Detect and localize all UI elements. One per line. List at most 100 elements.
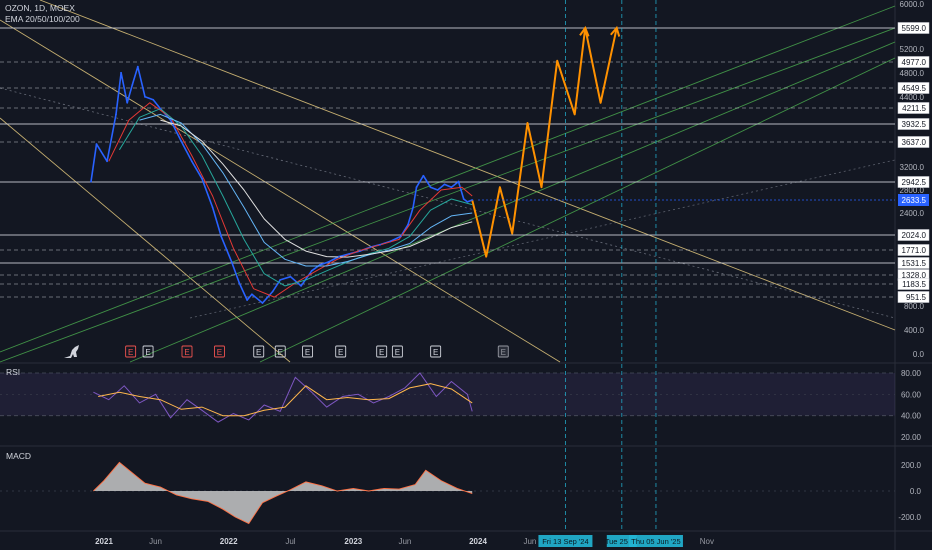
- price-level-badge: [897, 229, 930, 241]
- earnings-marker-box: [142, 345, 154, 358]
- earnings-marker-icon[interactable]: E: [497, 345, 509, 358]
- price-point: [201, 177, 203, 180]
- earnings-marker-box: [274, 345, 286, 358]
- time-tick-label: Jun: [149, 537, 162, 546]
- price-point: [279, 278, 282, 281]
- time-tick-label: Nov: [700, 537, 714, 546]
- price-level-label: 4211.5: [902, 104, 926, 113]
- earnings-marker-letter: E: [278, 348, 283, 357]
- earnings-marker-icon[interactable]: E: [391, 345, 403, 358]
- earnings-marker-letter: E: [184, 348, 189, 357]
- earnings-marker-icon[interactable]: E: [430, 345, 442, 358]
- earnings-marker-icon[interactable]: E: [253, 345, 265, 358]
- earnings-marker-icon[interactable]: E: [213, 345, 225, 358]
- series-macd: [93, 461, 473, 525]
- price-point: [261, 302, 264, 304]
- price-level-label: 1183.5: [902, 280, 926, 289]
- date-label: Tue 25 Fe: [605, 537, 639, 546]
- earnings-marker-letter: E: [256, 348, 261, 357]
- price-level-label: 1328.0: [902, 271, 927, 280]
- earnings-marker-letter: E: [145, 348, 150, 357]
- price-point: [407, 223, 409, 226]
- price-point: [462, 198, 465, 200]
- price-point: [115, 113, 117, 116]
- earnings-marker-letter: E: [217, 348, 222, 357]
- earnings-marker-box: [430, 345, 442, 358]
- earnings-marker-box: [376, 345, 388, 358]
- channel-line-yellow-0: [0, 19, 561, 363]
- current-price-badge: [898, 194, 929, 206]
- price-level-label: 3637.0: [902, 138, 927, 147]
- price-point: [180, 140, 183, 143]
- price-point: [318, 263, 321, 266]
- channel-line-yellow-1: [0, 117, 291, 363]
- price-point: [190, 160, 193, 163]
- price-level-badge: [897, 118, 930, 130]
- price-point: [358, 250, 361, 253]
- price-tick-label: 4400.0: [900, 93, 925, 102]
- macd-tick-label: 200.0: [901, 461, 922, 470]
- earnings-marker-icon[interactable]: E: [142, 345, 154, 358]
- earnings-marker-icon[interactable]: E: [181, 345, 193, 358]
- price-level-badge: [897, 102, 930, 114]
- price-point: [436, 189, 439, 191]
- price-point: [327, 261, 330, 263]
- earnings-marker-letter: E: [128, 348, 133, 357]
- price-tick-label: 5200.0: [900, 45, 925, 54]
- channel-line-green-3: [259, 57, 896, 363]
- earnings-marker-icon[interactable]: E: [274, 345, 286, 358]
- earnings-marker-icon[interactable]: E: [125, 345, 137, 358]
- price-level-label: 2942.5: [902, 178, 927, 187]
- price-point: [450, 186, 453, 189]
- price-point: [250, 293, 253, 296]
- price-point: [412, 206, 415, 209]
- series-rsi-ma: [98, 383, 473, 417]
- indicator-title: EMA 20/50/100/200: [5, 14, 80, 24]
- time-tick-label: 2022: [220, 537, 238, 546]
- price-point: [159, 107, 162, 110]
- projection-arrowhead-0: [579, 25, 590, 37]
- price-point: [457, 180, 460, 183]
- price-level-badge: [897, 244, 930, 256]
- earnings-marker-icon[interactable]: E: [302, 345, 314, 358]
- price-level-label: 4977.0: [902, 58, 927, 67]
- price-point: [136, 65, 139, 68]
- price-tick-label: 0.0: [913, 350, 925, 359]
- macd-title: MACD: [6, 451, 31, 461]
- date-label-badge: [538, 535, 593, 547]
- earnings-marker-letter: E: [379, 348, 384, 357]
- price-level-badge: [897, 278, 930, 290]
- price-point: [443, 183, 446, 186]
- price-level-label: 951.5: [906, 293, 927, 302]
- time-tick-label: Jun: [523, 537, 536, 546]
- price-point: [422, 174, 425, 177]
- price-point: [131, 84, 134, 86]
- earnings-marker-letter: E: [338, 348, 343, 357]
- channel-line-green-2: [129, 41, 896, 363]
- price-point: [90, 180, 92, 183]
- earnings-marker-icon[interactable]: E: [376, 345, 388, 358]
- rsi-tick-label: 60.00: [901, 390, 922, 399]
- price-point: [399, 235, 402, 238]
- rsi-tick-label: 20.00: [901, 433, 922, 442]
- price-tick-label: 400.0: [904, 326, 925, 335]
- earnings-marker-letter: E: [433, 348, 438, 357]
- earnings-marker-box: [335, 345, 347, 358]
- date-label-badge: [628, 535, 683, 547]
- cycle-layer: [564, 0, 657, 531]
- price-point: [95, 143, 98, 146]
- date-label: Thu 05 Jun '25: [631, 537, 680, 546]
- price-point: [238, 282, 241, 284]
- time-tick-label: Jun: [398, 537, 411, 546]
- earnings-marker-icon[interactable]: E: [335, 345, 347, 358]
- price-point: [106, 160, 108, 163]
- price-level-label: 5599.0: [902, 24, 927, 33]
- earnings-marker-box: [391, 345, 403, 358]
- series-layer: [90, 25, 621, 525]
- macd-tick-label: -200.0: [898, 513, 921, 522]
- price-point: [220, 235, 223, 238]
